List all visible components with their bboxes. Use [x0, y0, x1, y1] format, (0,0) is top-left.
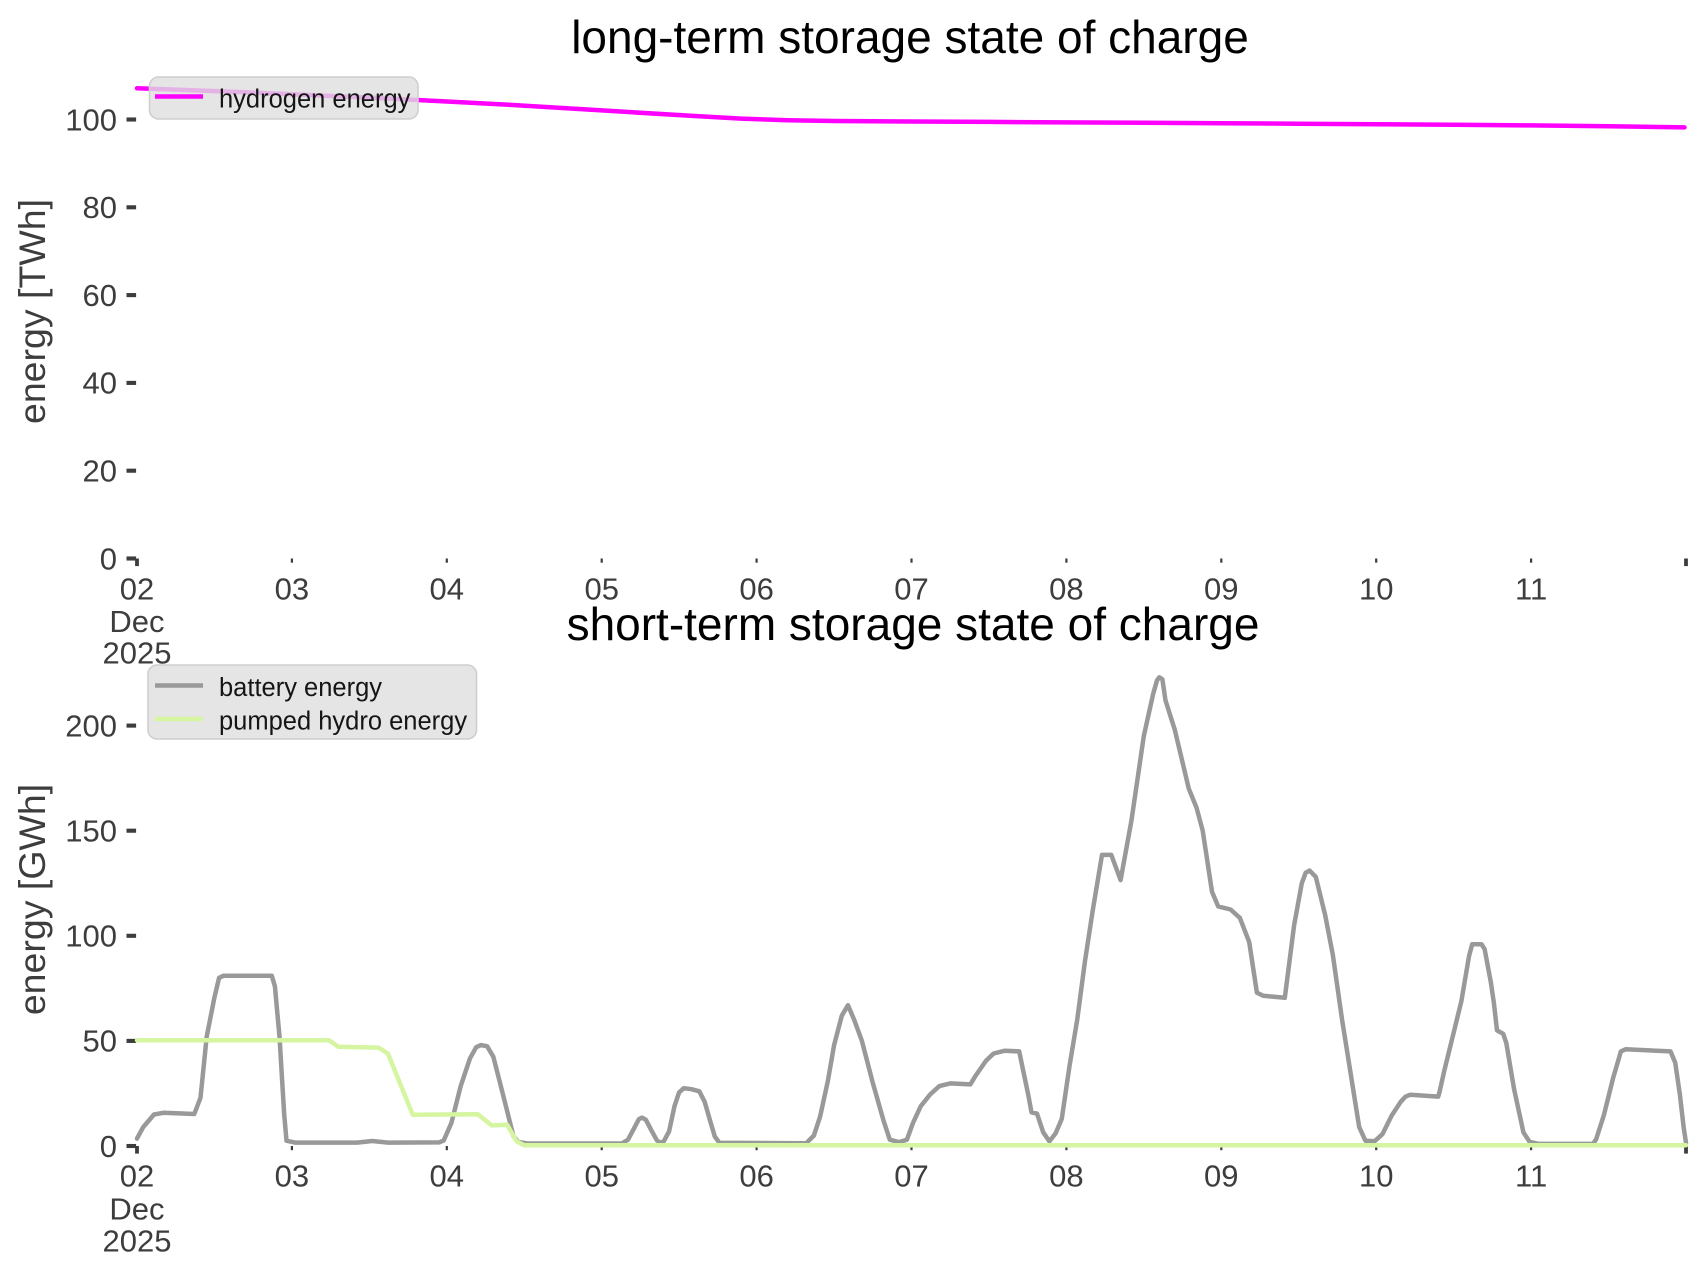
svg-text:long-term storage state of cha: long-term storage state of charge [571, 11, 1249, 63]
svg-text:03: 03 [275, 1159, 309, 1194]
svg-text:0: 0 [100, 541, 117, 576]
svg-text:20: 20 [83, 454, 117, 489]
svg-text:04: 04 [430, 1159, 464, 1194]
svg-text:07: 07 [894, 1159, 928, 1194]
svg-text:05: 05 [584, 1159, 618, 1194]
svg-text:pumped hydro energy: pumped hydro energy [219, 707, 467, 735]
svg-text:09: 09 [1204, 572, 1238, 607]
svg-text:02: 02 [120, 1159, 154, 1194]
svg-text:battery energy: battery energy [219, 674, 382, 702]
svg-text:08: 08 [1049, 1159, 1083, 1194]
svg-text:10: 10 [1359, 1159, 1393, 1194]
svg-text:09: 09 [1204, 1159, 1238, 1194]
svg-text:06: 06 [739, 572, 773, 607]
svg-text:short-term storage state of ch: short-term storage state of charge [567, 598, 1260, 650]
svg-text:07: 07 [894, 572, 928, 607]
svg-text:03: 03 [275, 572, 309, 607]
svg-text:10: 10 [1359, 572, 1393, 607]
svg-text:50: 50 [83, 1024, 117, 1059]
svg-text:11: 11 [1515, 1159, 1547, 1194]
svg-text:08: 08 [1049, 572, 1083, 607]
svg-text:40: 40 [83, 366, 117, 401]
svg-text:hydrogen energy: hydrogen energy [219, 85, 411, 113]
svg-text:energy [TWh]: energy [TWh] [11, 199, 53, 424]
svg-text:02: 02 [120, 572, 154, 607]
svg-text:150: 150 [65, 814, 117, 849]
svg-text:11: 11 [1515, 572, 1547, 607]
svg-text:60: 60 [83, 278, 117, 313]
svg-text:2025: 2025 [103, 1224, 172, 1259]
svg-text:Dec: Dec [109, 604, 164, 639]
svg-text:energy [GWh]: energy [GWh] [11, 784, 53, 1015]
svg-text:200: 200 [65, 708, 117, 743]
svg-text:05: 05 [584, 572, 618, 607]
svg-text:06: 06 [739, 1159, 773, 1194]
svg-text:04: 04 [430, 572, 464, 607]
svg-text:100: 100 [65, 919, 117, 954]
svg-text:80: 80 [83, 190, 117, 225]
svg-text:100: 100 [65, 102, 117, 137]
svg-text:Dec: Dec [109, 1192, 164, 1227]
svg-text:0: 0 [100, 1129, 117, 1164]
